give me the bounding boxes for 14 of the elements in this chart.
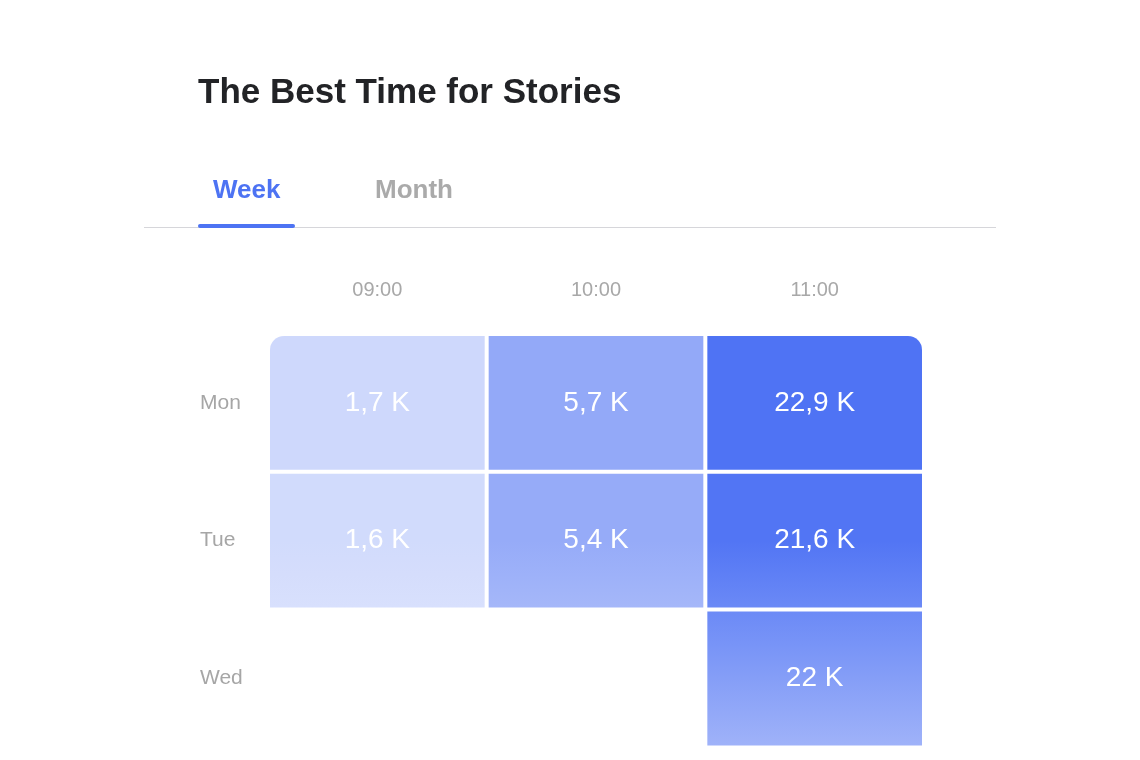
- x-tick-label: 11:00: [790, 277, 839, 300]
- y-tick-label: Tue: [200, 527, 236, 551]
- x-tick-label: 09:00: [352, 277, 403, 300]
- data-label: 21,6 K: [774, 523, 856, 555]
- x-tick-label: 10:00: [570, 277, 622, 300]
- data-label: 5,4 K: [563, 523, 630, 555]
- text: Month: [375, 173, 453, 206]
- chart-title: The Best Time for Stories: [198, 70, 622, 112]
- y-tick-label: Mon: [200, 389, 241, 413]
- y-tick-label: Wed: [200, 665, 243, 689]
- text: Week: [213, 173, 281, 206]
- data-label: 22 K: [785, 661, 844, 693]
- data-label: 5,7 K: [563, 385, 630, 417]
- data-label: 22,9 K: [774, 385, 856, 417]
